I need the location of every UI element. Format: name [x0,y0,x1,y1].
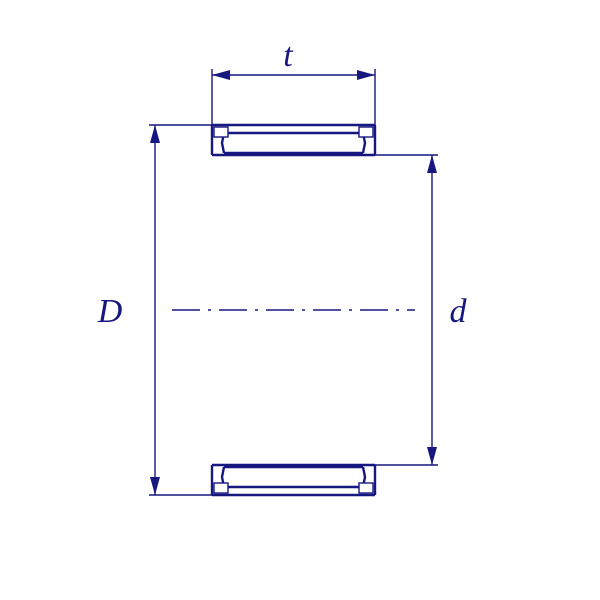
arrowhead [150,125,160,143]
arrowhead [427,447,437,465]
label-d: d [450,293,468,330]
label-D: D [97,293,123,330]
arrowhead [357,70,375,80]
notch-bot-left [214,483,228,493]
notch-top-left [214,127,228,137]
arrowhead [150,477,160,495]
bearing-diagram: Dd t [0,0,600,600]
arrowhead [212,70,230,80]
arrowhead [427,155,437,173]
notch-bot-right [359,483,373,493]
notch-top-right [359,127,373,137]
label-t: t [283,37,294,74]
